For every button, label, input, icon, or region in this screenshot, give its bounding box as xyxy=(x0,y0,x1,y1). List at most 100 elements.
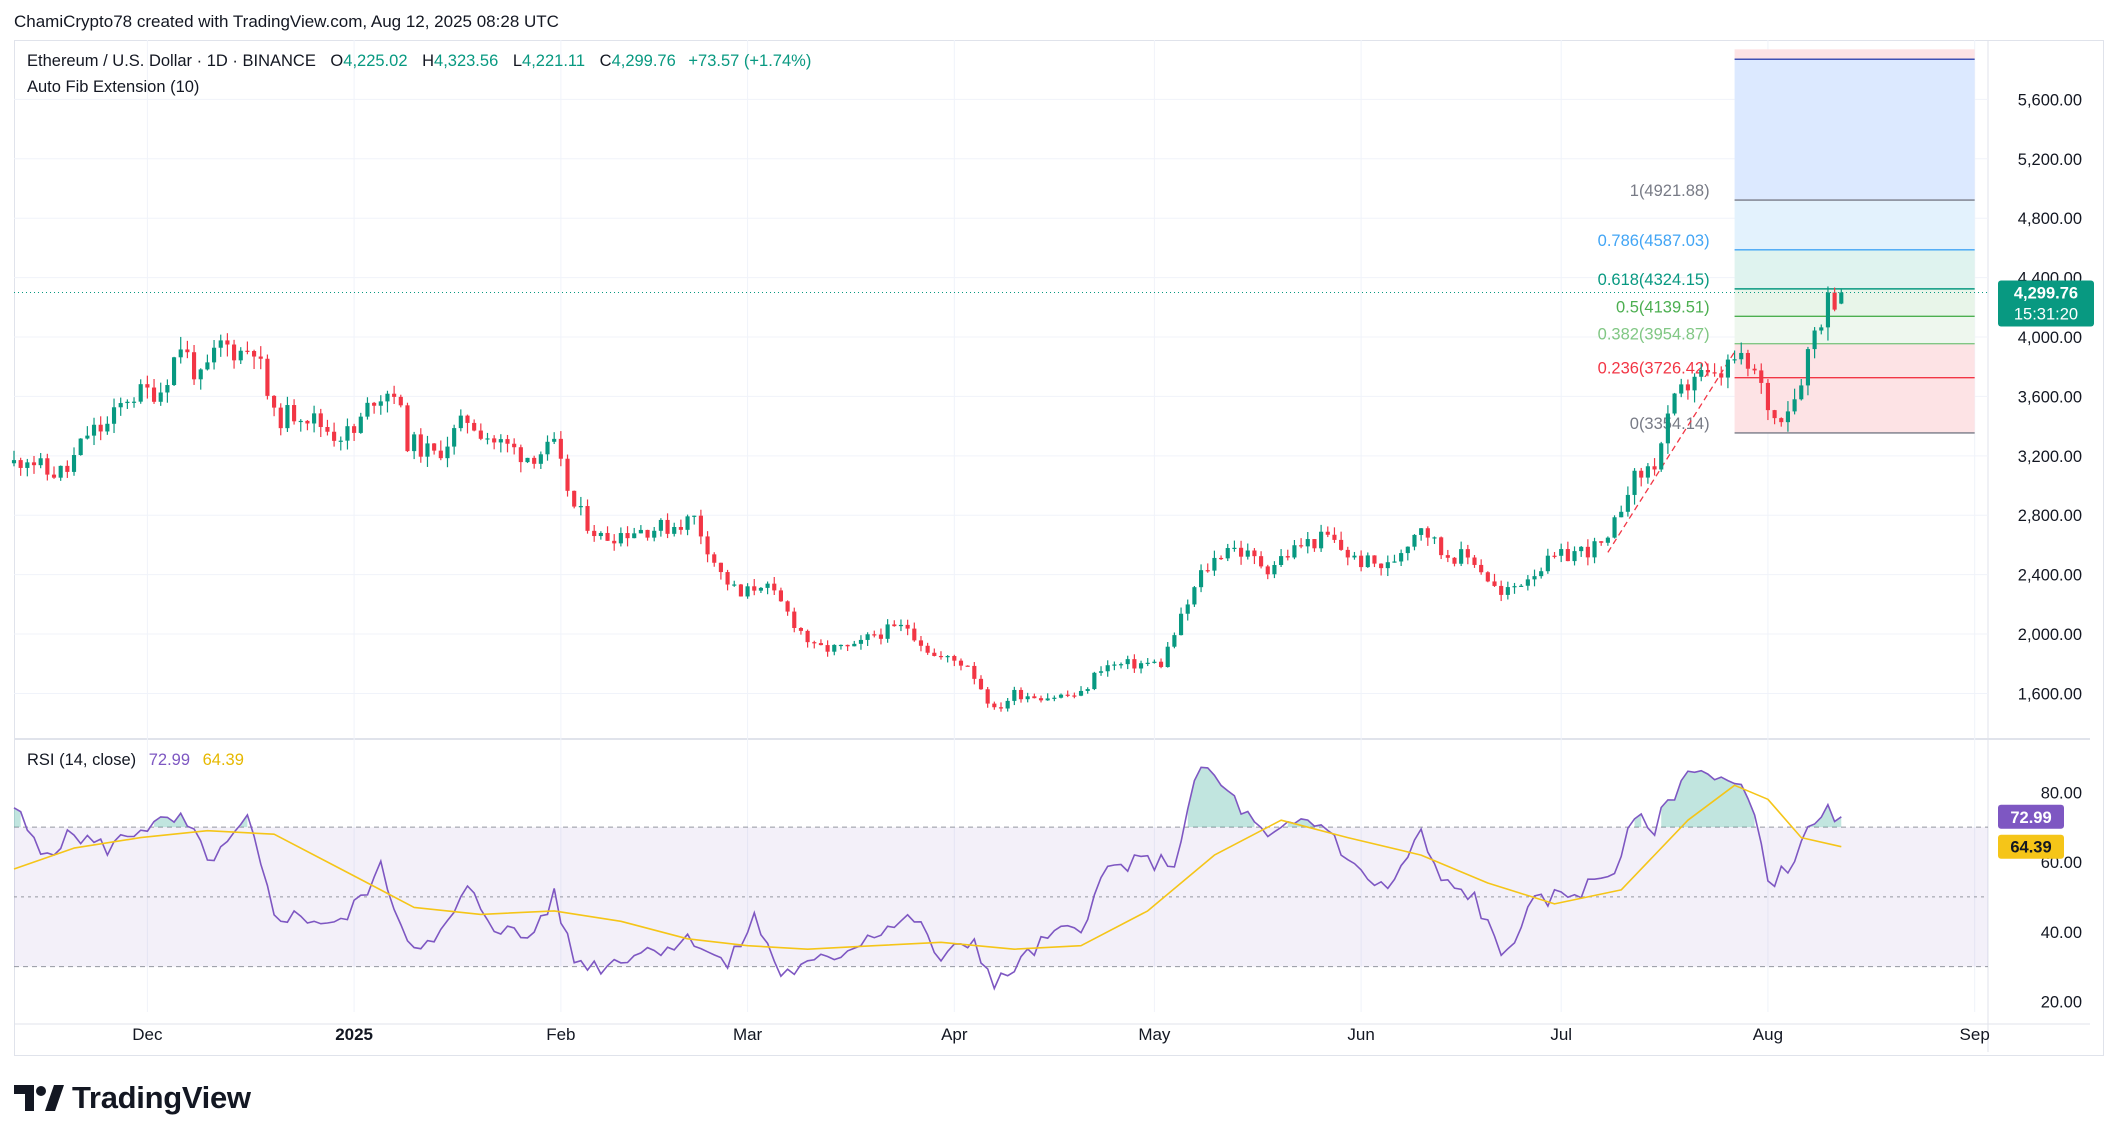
candle-body xyxy=(605,532,610,541)
candle-body xyxy=(625,533,630,539)
candle-body xyxy=(578,506,583,508)
candle-body xyxy=(1312,539,1317,549)
rsi-pane[interactable] xyxy=(13,766,1988,991)
rsi-overbought-fill xyxy=(1661,770,1755,828)
candle-body xyxy=(425,443,430,457)
candle-body xyxy=(232,344,237,361)
candle-body xyxy=(992,703,997,708)
candle-body xyxy=(1065,694,1070,696)
candle-body xyxy=(1512,586,1517,588)
candle-body xyxy=(865,634,870,640)
candle-body xyxy=(678,526,683,530)
tradingview-logo-icon xyxy=(14,1085,64,1111)
candle-body xyxy=(1138,663,1144,669)
candle-body xyxy=(11,460,17,464)
candle-body xyxy=(245,350,250,352)
candle-body xyxy=(265,358,270,396)
candle-body xyxy=(1639,470,1644,478)
candle-body xyxy=(658,519,663,531)
symbol-name[interactable]: Ethereum / U.S. Dollar · 1D · BINANCE xyxy=(27,52,316,70)
candle-body xyxy=(1212,557,1217,571)
fib-band-cap xyxy=(1734,49,1975,60)
fib-extension[interactable]: 1(4921.88) 0.786(4587.03) 0.618(4324.15) 0.… xyxy=(1598,49,1975,553)
fib-band xyxy=(1734,343,1975,378)
candle-body xyxy=(985,689,990,704)
candle-body xyxy=(1812,330,1817,350)
candle-body xyxy=(1572,551,1577,562)
candle-body xyxy=(1025,696,1030,700)
time-tick-label: 2025 xyxy=(335,1025,373,1044)
candle-body xyxy=(372,402,377,406)
candle-body xyxy=(665,519,670,534)
candle-body xyxy=(738,584,743,597)
candle-body xyxy=(1219,557,1224,560)
candle-body xyxy=(412,434,417,452)
candle-body xyxy=(345,426,350,441)
candlesticks[interactable] xyxy=(11,286,1988,712)
candle-body xyxy=(1832,292,1837,310)
candle-body xyxy=(145,384,150,388)
candle-body xyxy=(185,349,190,353)
candle-body xyxy=(1659,443,1664,470)
candle-body xyxy=(638,529,643,534)
candle-body xyxy=(1399,553,1404,562)
candle-body xyxy=(1759,370,1764,383)
candle-body xyxy=(892,624,897,627)
candle-body xyxy=(1505,587,1510,595)
candle-body xyxy=(31,462,37,466)
close-label: C xyxy=(599,52,612,70)
candle-body xyxy=(365,402,370,417)
candle-body xyxy=(165,385,170,393)
candle-body xyxy=(252,351,257,357)
fib-level-label: 0.382(3954.87) xyxy=(1598,326,1710,344)
tradingview-watermark[interactable]: TradingView xyxy=(14,1080,251,1116)
candle-body xyxy=(1125,659,1130,665)
candle-body xyxy=(1058,694,1064,698)
candle-body xyxy=(1459,549,1464,564)
candle-body xyxy=(1225,548,1230,559)
price-tick-label: 1,600.00 xyxy=(2018,685,2082,703)
indicator-title[interactable]: Auto Fib Extension (10) xyxy=(27,78,200,96)
candle-body xyxy=(1252,550,1257,557)
fib-level-label: 0.786(4587.03) xyxy=(1598,232,1710,250)
candle-body xyxy=(1652,466,1657,470)
low-value: 4,221.11 xyxy=(522,52,586,70)
fib-band xyxy=(1734,288,1975,317)
candle-body xyxy=(405,405,410,452)
candle-body xyxy=(512,443,517,448)
candle-body xyxy=(1825,292,1831,328)
candle-body xyxy=(1452,557,1457,564)
candle-body xyxy=(812,642,817,644)
candle-body xyxy=(298,420,303,423)
candle-body xyxy=(78,438,83,456)
candle-body xyxy=(1018,689,1024,700)
rsi-tick-label: 80.00 xyxy=(2041,784,2082,802)
symbol-legend[interactable]: Ethereum / U.S. Dollar · 1D · BINANCE O4… xyxy=(27,52,811,71)
candle-body xyxy=(685,516,690,530)
open-value: 4,225.02 xyxy=(343,52,408,70)
candle-body xyxy=(258,356,263,359)
candle-body xyxy=(712,554,717,563)
candle-body xyxy=(618,533,623,544)
candle-body xyxy=(1392,561,1397,563)
candle-body xyxy=(1158,661,1164,668)
candle-body xyxy=(305,420,310,424)
candle-body xyxy=(25,462,30,468)
time-tick-label: Jul xyxy=(1550,1025,1572,1044)
candle-body xyxy=(485,438,490,440)
candle-body xyxy=(945,656,950,658)
candle-body xyxy=(1265,566,1270,575)
candle-body xyxy=(852,643,857,647)
time-tick-label: May xyxy=(1138,1025,1171,1044)
rsi-legend[interactable]: RSI (14, close) 72.99 64.39 xyxy=(27,751,244,770)
candle-body xyxy=(1352,555,1357,558)
candle-body xyxy=(972,665,977,679)
candle-body xyxy=(1559,549,1564,556)
candle-body xyxy=(925,645,930,653)
candle-body xyxy=(1105,665,1110,672)
candle-body xyxy=(1412,534,1417,547)
fib-band-top xyxy=(1734,59,1975,201)
candle-body xyxy=(1645,466,1650,478)
candle-body xyxy=(385,393,390,402)
